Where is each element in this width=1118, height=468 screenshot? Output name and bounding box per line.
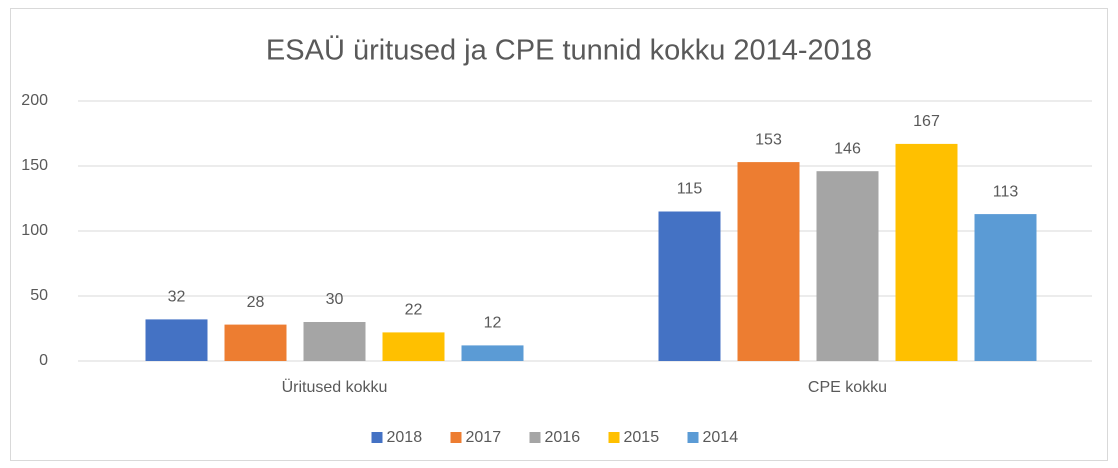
legend-label: 2014 [703,429,739,446]
value-label: 115 [677,181,703,198]
legend-label: 2015 [624,429,660,446]
bar [658,211,721,361]
value-label: 113 [993,183,1019,200]
x-tick-label: Üritused kokku [282,378,388,396]
x-tick-label: CPE kokku [808,379,887,396]
y-tick-label: 50 [30,287,48,304]
bar [974,214,1037,361]
bar [737,162,800,361]
bar [461,345,524,361]
bar [382,332,445,361]
value-label: 146 [834,140,861,157]
legend-label: 2017 [466,429,502,446]
value-label: 30 [326,291,344,308]
bar [145,319,208,361]
bar [303,322,366,361]
y-tick-label: 0 [39,352,48,369]
legend-swatch [687,432,699,443]
bar [816,171,879,361]
value-label: 153 [755,131,782,148]
legend-swatch [371,432,383,443]
value-label: 32 [168,289,186,306]
value-label: 167 [913,113,940,130]
y-tick-label: 100 [21,222,48,239]
legend-swatch [450,432,462,443]
y-tick-label: 150 [21,157,48,174]
y-tick-label: 200 [21,92,48,109]
legend-label: 2018 [387,429,423,446]
legend-swatch [529,432,541,443]
chart-title: ESAÜ üritused ja CPE tunnid kokku 2014-2… [266,35,872,67]
value-label: 12 [484,315,502,332]
value-label: 22 [405,302,423,319]
legend-swatch [608,432,620,443]
value-label: 28 [247,294,265,311]
bar [224,324,287,361]
bar [895,143,958,361]
legend-label: 2016 [545,429,581,446]
